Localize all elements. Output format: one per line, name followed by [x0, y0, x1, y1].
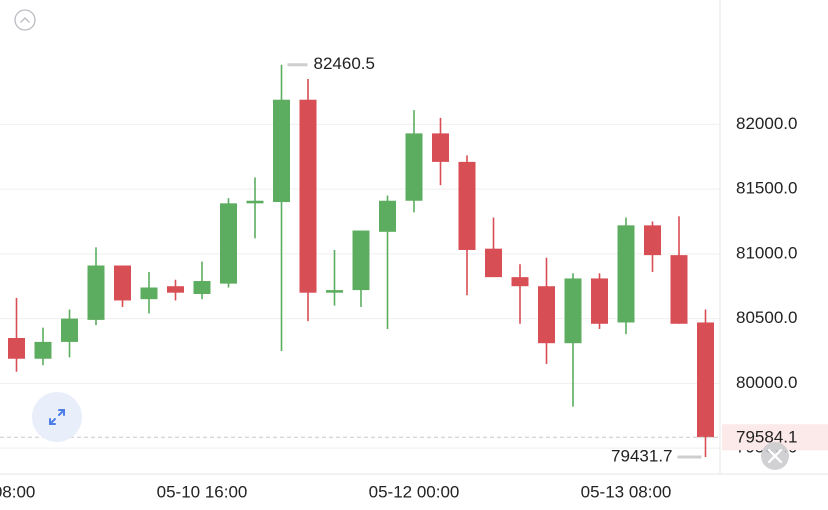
x-tick-label: 05-10 16:00	[157, 482, 248, 501]
candle-body	[326, 290, 343, 293]
candle-body	[220, 203, 237, 284]
candle-body	[458, 161, 476, 250]
candle-body	[61, 318, 78, 342]
candle-body	[246, 200, 264, 204]
candle-body	[644, 225, 661, 256]
candle-body	[511, 277, 529, 287]
candle-body	[538, 286, 555, 344]
candle-body	[670, 255, 688, 324]
expand-button[interactable]	[32, 392, 82, 442]
candles	[8, 64, 714, 457]
collapse-button[interactable]	[14, 9, 36, 31]
candle-body	[299, 99, 317, 293]
candle-body	[564, 278, 582, 344]
y-tick-label: 81000.0	[736, 243, 797, 262]
min-label: 79431.7	[611, 446, 672, 465]
candle-body	[485, 248, 502, 278]
x-tick-label: 05-13 08:00	[581, 482, 672, 501]
candle-body	[167, 286, 184, 293]
y-tick-label: 81500.0	[736, 179, 797, 198]
candle-body	[432, 133, 449, 162]
max-label: 82460.5	[314, 54, 375, 73]
candle-body	[405, 133, 423, 201]
candle-body	[193, 281, 211, 294]
candle-body	[697, 322, 714, 438]
candle-body	[352, 230, 370, 291]
y-tick-label: 82000.0	[736, 114, 797, 133]
x-tick-label: 05-09 08:00	[0, 482, 35, 501]
candle-body	[617, 225, 635, 323]
candle-body	[273, 99, 290, 203]
candle-body	[87, 265, 105, 320]
x-tick-label: 05-12 00:00	[369, 482, 460, 501]
candle-body	[34, 341, 52, 359]
candle-body	[114, 265, 131, 301]
candle-body	[8, 338, 25, 359]
last-price-label: 79584.1	[736, 428, 797, 447]
candle-body	[591, 278, 608, 324]
labels: 79500.080000.080500.081000.081500.082000…	[0, 54, 828, 501]
close-button[interactable]	[761, 442, 789, 470]
y-tick-label: 80500.0	[736, 308, 797, 327]
candle-body	[140, 287, 158, 300]
candle-body	[379, 200, 396, 232]
y-tick-label: 80000.0	[736, 373, 797, 392]
